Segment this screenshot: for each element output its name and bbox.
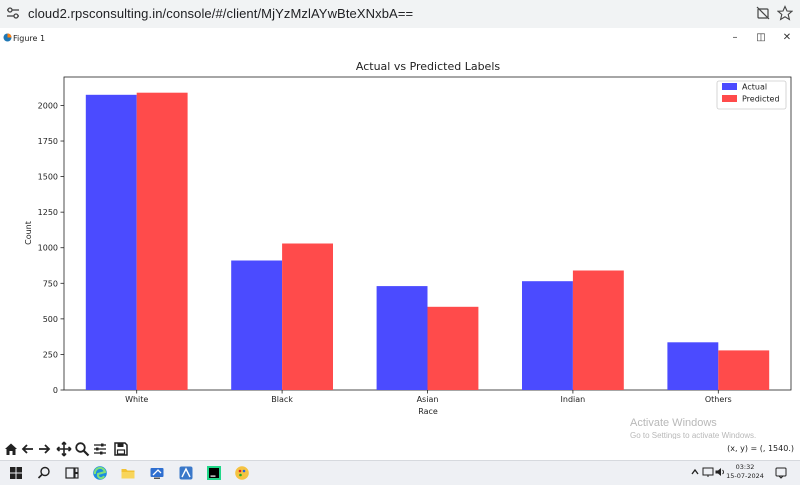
watermark-line-2: Go to Settings to activate Windows.	[630, 431, 757, 440]
remote-desktop-icon[interactable]	[149, 465, 165, 481]
bar-actual-indian	[522, 281, 573, 390]
clock-date: 15-07-2024	[726, 472, 764, 480]
legend-label-actual: Actual	[742, 83, 767, 92]
windows-taskbar: 03:32 15-07-2024	[0, 460, 800, 485]
bar-actual-black	[231, 260, 283, 390]
x-tick-label: Asian	[417, 395, 439, 404]
legend-label-predicted: Predicted	[742, 95, 780, 104]
address-bar: cloud2.rpsconsulting.in/console/#/client…	[0, 0, 800, 29]
x-axis-label: Race	[418, 407, 438, 416]
chevron-up-icon[interactable]	[690, 467, 700, 477]
tracking-blocked-icon[interactable]	[755, 5, 771, 21]
paint-app-icon[interactable]	[234, 465, 250, 481]
bar-predicted-white	[136, 92, 188, 390]
x-tick-label: Others	[705, 395, 732, 404]
close-button[interactable]: ✕	[782, 32, 792, 43]
y-tick-label: 0	[53, 386, 58, 395]
watermark-line-1: Activate Windows	[630, 417, 717, 429]
x-tick-label: White	[125, 395, 148, 404]
legend-swatch-predicted	[722, 95, 737, 102]
bar-predicted-asian	[427, 306, 479, 390]
url-text[interactable]: cloud2.rpsconsulting.in/console/#/client…	[28, 6, 414, 21]
save-icon[interactable]	[113, 441, 129, 457]
notification-icon[interactable]	[774, 466, 788, 480]
cursor-coordinates: (x, y) = (, 1540.)	[727, 444, 794, 453]
system-clock[interactable]: 03:32 15-07-2024	[725, 463, 765, 481]
pan-icon[interactable]	[56, 441, 72, 457]
y-tick-label: 2000	[38, 101, 58, 110]
bar-actual-asian	[376, 286, 428, 390]
y-tick-label: 750	[43, 279, 58, 288]
windows-start-icon[interactable]	[8, 465, 24, 481]
edge-browser-icon[interactable]	[92, 465, 108, 481]
bar-predicted-black	[282, 243, 333, 390]
network-app-icon[interactable]	[178, 465, 194, 481]
zoom-icon[interactable]	[74, 441, 90, 457]
chart-title: Actual vs Predicted Labels	[356, 60, 501, 73]
y-axis-label: Count	[24, 221, 33, 245]
navigation-toolbar: (x, y) = (, 1540.)	[0, 439, 800, 460]
y-tick-label: 1500	[38, 173, 58, 182]
x-tick-label: Indian	[561, 395, 586, 404]
bar-predicted-indian	[572, 270, 624, 390]
bar-chart: Actual vs Predicted Labels 0 250 500 750 100…	[24, 60, 792, 416]
bar-predicted-others	[718, 350, 770, 390]
back-arrow-icon[interactable]	[20, 441, 36, 457]
pycharm-icon[interactable]	[206, 465, 222, 481]
y-tick-label: 1750	[38, 137, 58, 146]
legend: Actual Predicted	[716, 80, 787, 110]
task-view-icon[interactable]	[64, 465, 80, 481]
home-icon[interactable]	[3, 441, 19, 457]
y-tick-label: 500	[43, 315, 58, 324]
y-tick-label: 1000	[38, 244, 58, 253]
window-title: Figure 1	[13, 34, 46, 43]
clock-time: 03:32	[735, 463, 755, 471]
site-settings-icon[interactable]	[6, 6, 20, 20]
matplotlib-app-icon	[3, 33, 12, 42]
bookmark-star-icon[interactable]	[777, 5, 793, 21]
activate-windows-watermark: Activate Windows Go to Settings to activ…	[630, 417, 756, 440]
y-tick-label: 250	[43, 350, 58, 359]
legend-swatch-actual	[722, 83, 737, 90]
figure-titlebar: Figure 1 – ◫ ✕	[0, 28, 800, 50]
bar-actual-white	[85, 94, 137, 391]
volume-icon[interactable]	[714, 466, 726, 478]
maximize-button[interactable]: ◫	[756, 32, 766, 43]
minimize-button[interactable]: –	[732, 32, 738, 43]
bar-actual-others	[667, 342, 719, 390]
y-tick-label: 1250	[38, 208, 58, 217]
configure-subplots-icon[interactable]	[92, 441, 108, 457]
network-status-icon[interactable]	[702, 466, 714, 478]
x-tick-label: Black	[271, 395, 293, 404]
file-explorer-icon[interactable]	[120, 465, 136, 481]
search-icon[interactable]	[36, 465, 52, 481]
forward-arrow-icon[interactable]	[36, 441, 52, 457]
